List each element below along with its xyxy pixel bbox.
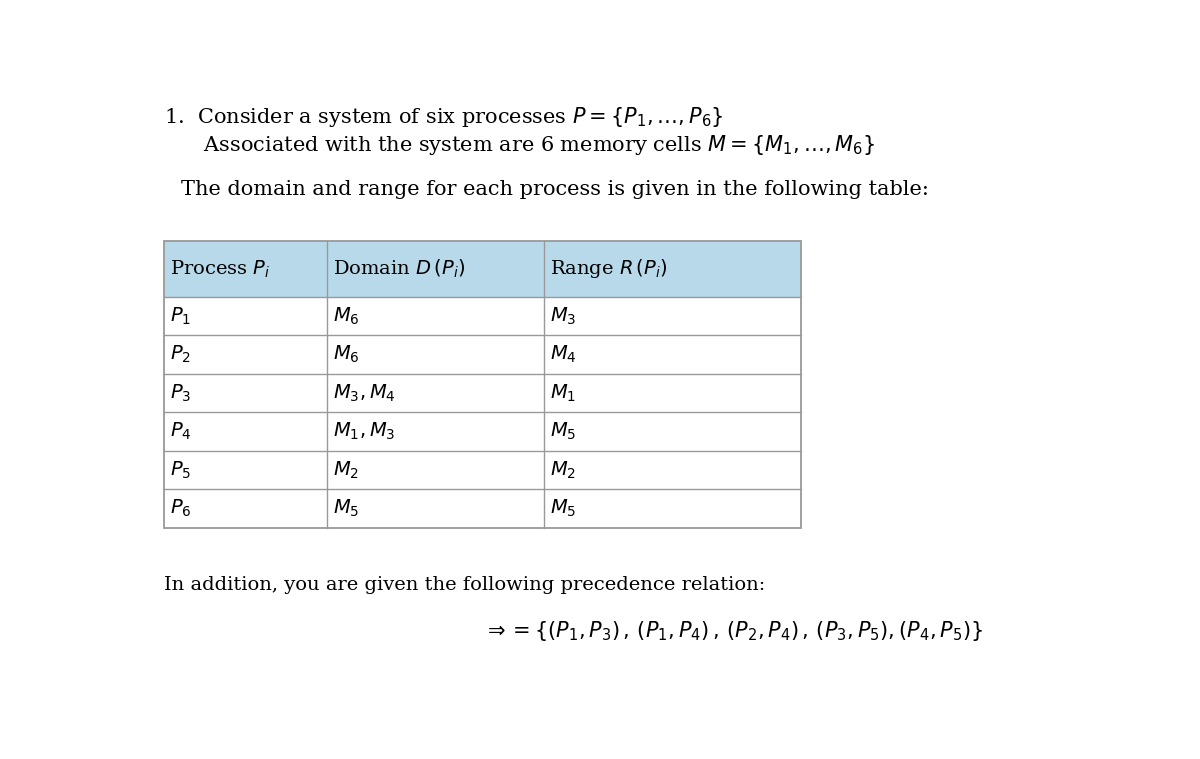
Text: The domain and range for each process is given in the following table:: The domain and range for each process is… [181, 180, 929, 199]
Text: $M_2$: $M_2$ [332, 459, 359, 480]
Text: $M_1$: $M_1$ [550, 383, 576, 404]
Text: $M_1, M_3$: $M_1, M_3$ [332, 420, 395, 442]
Bar [164, 412, 802, 451]
Text: $M_3$: $M_3$ [550, 305, 576, 326]
Bar [164, 241, 802, 297]
Bar [164, 373, 802, 412]
Text: $M_4$: $M_4$ [550, 344, 576, 365]
Text: Range $R\,(P_i)$: Range $R\,(P_i)$ [550, 257, 667, 280]
Text: Process $P_i$: Process $P_i$ [170, 258, 270, 279]
Text: $M_5$: $M_5$ [550, 498, 576, 519]
Bar [164, 297, 802, 335]
Text: $\Rightarrow= \{(P_1, P_3)\,,\,(P_1, P_4)\,,\,(P_2, P_4)\,,\,(P_3, P_5),(P_4, P_: $\Rightarrow= \{(P_1, P_3)\,,\,(P_1, P_4… [484, 619, 984, 643]
Text: $P_1$: $P_1$ [170, 305, 191, 326]
Text: Domain $D\,(P_i)$: Domain $D\,(P_i)$ [332, 258, 466, 280]
Text: $M_5$: $M_5$ [550, 420, 576, 442]
Text: $P_3$: $P_3$ [170, 383, 192, 404]
Text: 1.  Consider a system of six processes $P = \{P_1, \ldots, P_6\}$: 1. Consider a system of six processes $P… [164, 105, 724, 129]
Text: In addition, you are given the following precedence relation:: In addition, you are given the following… [164, 576, 766, 594]
Text: $M_5$: $M_5$ [332, 498, 359, 519]
Text: $P_2$: $P_2$ [170, 344, 191, 365]
Text: $M_6$: $M_6$ [332, 305, 360, 326]
Text: $P_4$: $P_4$ [170, 420, 192, 442]
Text: Associated with the system are 6 memory cells $M = \{M_1, \ldots, M_6\}$: Associated with the system are 6 memory … [164, 134, 875, 157]
Bar [164, 241, 802, 528]
Bar [164, 489, 802, 528]
Bar [164, 335, 802, 373]
Text: $M_3, M_4$: $M_3, M_4$ [332, 383, 396, 404]
Bar [164, 451, 802, 489]
Text: $P_5$: $P_5$ [170, 459, 192, 480]
Text: $M_2$: $M_2$ [550, 459, 576, 480]
Text: $M_6$: $M_6$ [332, 344, 360, 365]
Text: $P_6$: $P_6$ [170, 498, 192, 519]
